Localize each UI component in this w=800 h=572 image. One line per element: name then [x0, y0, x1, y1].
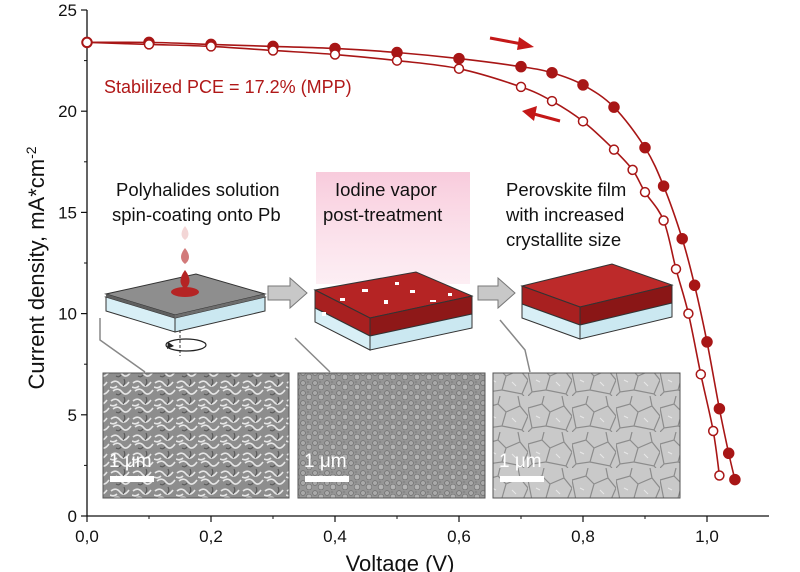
data-point-reverse	[391, 55, 403, 66]
scale-bar	[305, 476, 349, 482]
x-tick-label: 1,0	[695, 527, 719, 546]
iodine-vapor	[316, 172, 470, 284]
data-point-forward	[713, 402, 726, 415]
x-tick-label: 0,4	[323, 527, 347, 546]
pce-annotation: Stabilized PCE = 17.2% (MPP)	[104, 77, 352, 97]
data-point-reverse	[515, 81, 527, 93]
data-point-reverse	[453, 63, 465, 74]
y-tick-label: 10	[58, 305, 77, 324]
data-point-reverse	[329, 49, 341, 60]
data-point-reverse	[639, 186, 651, 198]
data-point-forward	[657, 180, 670, 192]
droplet-icon	[181, 226, 189, 240]
forward-arrow-icon	[489, 36, 534, 50]
data-point-forward	[577, 79, 589, 91]
data-point-forward	[688, 279, 701, 292]
tick-group: 0,0 0,2 0,4 0,6 0,8 1,0 0 5 10 15 20 25	[58, 1, 719, 546]
data-point-reverse	[577, 116, 589, 127]
x-axis-label: Voltage (V)	[346, 551, 455, 572]
data-point-forward	[639, 141, 651, 154]
data-point-reverse	[143, 39, 155, 50]
x-tick-label: 0,6	[447, 527, 471, 546]
pointer-line	[294, 337, 331, 373]
step3-caption: Perovskite film with increased crystalli…	[505, 179, 631, 250]
y-tick-label: 0	[68, 507, 77, 526]
data-point-forward	[608, 101, 620, 113]
data-point-reverse	[267, 45, 279, 56]
data-point-reverse	[608, 144, 620, 155]
y-tick-label: 20	[58, 102, 77, 121]
scale-bar	[500, 476, 544, 482]
x-tick-label: 0,0	[75, 527, 99, 546]
y-axis-label: Current density, mA*cm-2	[23, 146, 49, 389]
data-point-reverse	[683, 308, 694, 319]
y-tick-label: 5	[68, 406, 77, 425]
x-tick-label: 0,8	[571, 527, 595, 546]
data-point-reverse	[670, 263, 682, 275]
x-tick-label: 0,2	[199, 527, 223, 546]
sem-image-3: 1 μm	[492, 372, 681, 499]
series-points	[81, 36, 741, 486]
data-point-forward	[729, 473, 741, 486]
data-point-reverse	[546, 95, 558, 107]
step2-caption: Iodine vapor post-treatment	[323, 179, 442, 225]
process-arrow-icon	[477, 276, 516, 310]
reverse-arrow-icon	[522, 106, 561, 123]
data-point-reverse	[714, 470, 725, 481]
pointer-line	[99, 318, 146, 373]
data-point-forward	[453, 52, 465, 65]
droplet-icon	[180, 270, 190, 289]
data-point-reverse	[81, 37, 93, 48]
process-arrow-icon	[267, 276, 308, 310]
process-inset: Polyhalides solution spin-coating onto P…	[99, 172, 681, 499]
data-point-reverse	[205, 41, 217, 52]
data-point-reverse	[695, 369, 707, 380]
data-point-reverse	[658, 215, 669, 226]
scale-bar-label: 1 μm	[109, 451, 152, 472]
data-point-forward	[546, 66, 558, 79]
substrate-step1	[104, 226, 267, 356]
data-point-forward	[701, 336, 713, 348]
data-point-reverse	[627, 164, 638, 176]
y-tick-label: 15	[58, 203, 77, 222]
step1-caption: Polyhalides solution spin-coating onto P…	[112, 179, 285, 225]
scale-bar-label: 1 μm	[499, 451, 542, 472]
scale-bar	[110, 476, 154, 482]
y-tick-label: 25	[58, 1, 77, 20]
substrate-step3	[520, 263, 674, 340]
sem-image-2: 1 μm	[297, 372, 486, 499]
scale-bar-label: 1 μm	[304, 451, 347, 472]
rotation-icon	[165, 338, 207, 352]
substrate-step2	[313, 271, 474, 351]
data-point-reverse	[707, 425, 719, 437]
data-point-forward	[515, 60, 527, 73]
data-point-forward	[676, 232, 688, 245]
data-point-forward	[722, 447, 735, 460]
pointer-line	[499, 319, 531, 373]
sem-image-1: 1 μm	[102, 372, 290, 499]
droplet-icon	[181, 248, 189, 264]
